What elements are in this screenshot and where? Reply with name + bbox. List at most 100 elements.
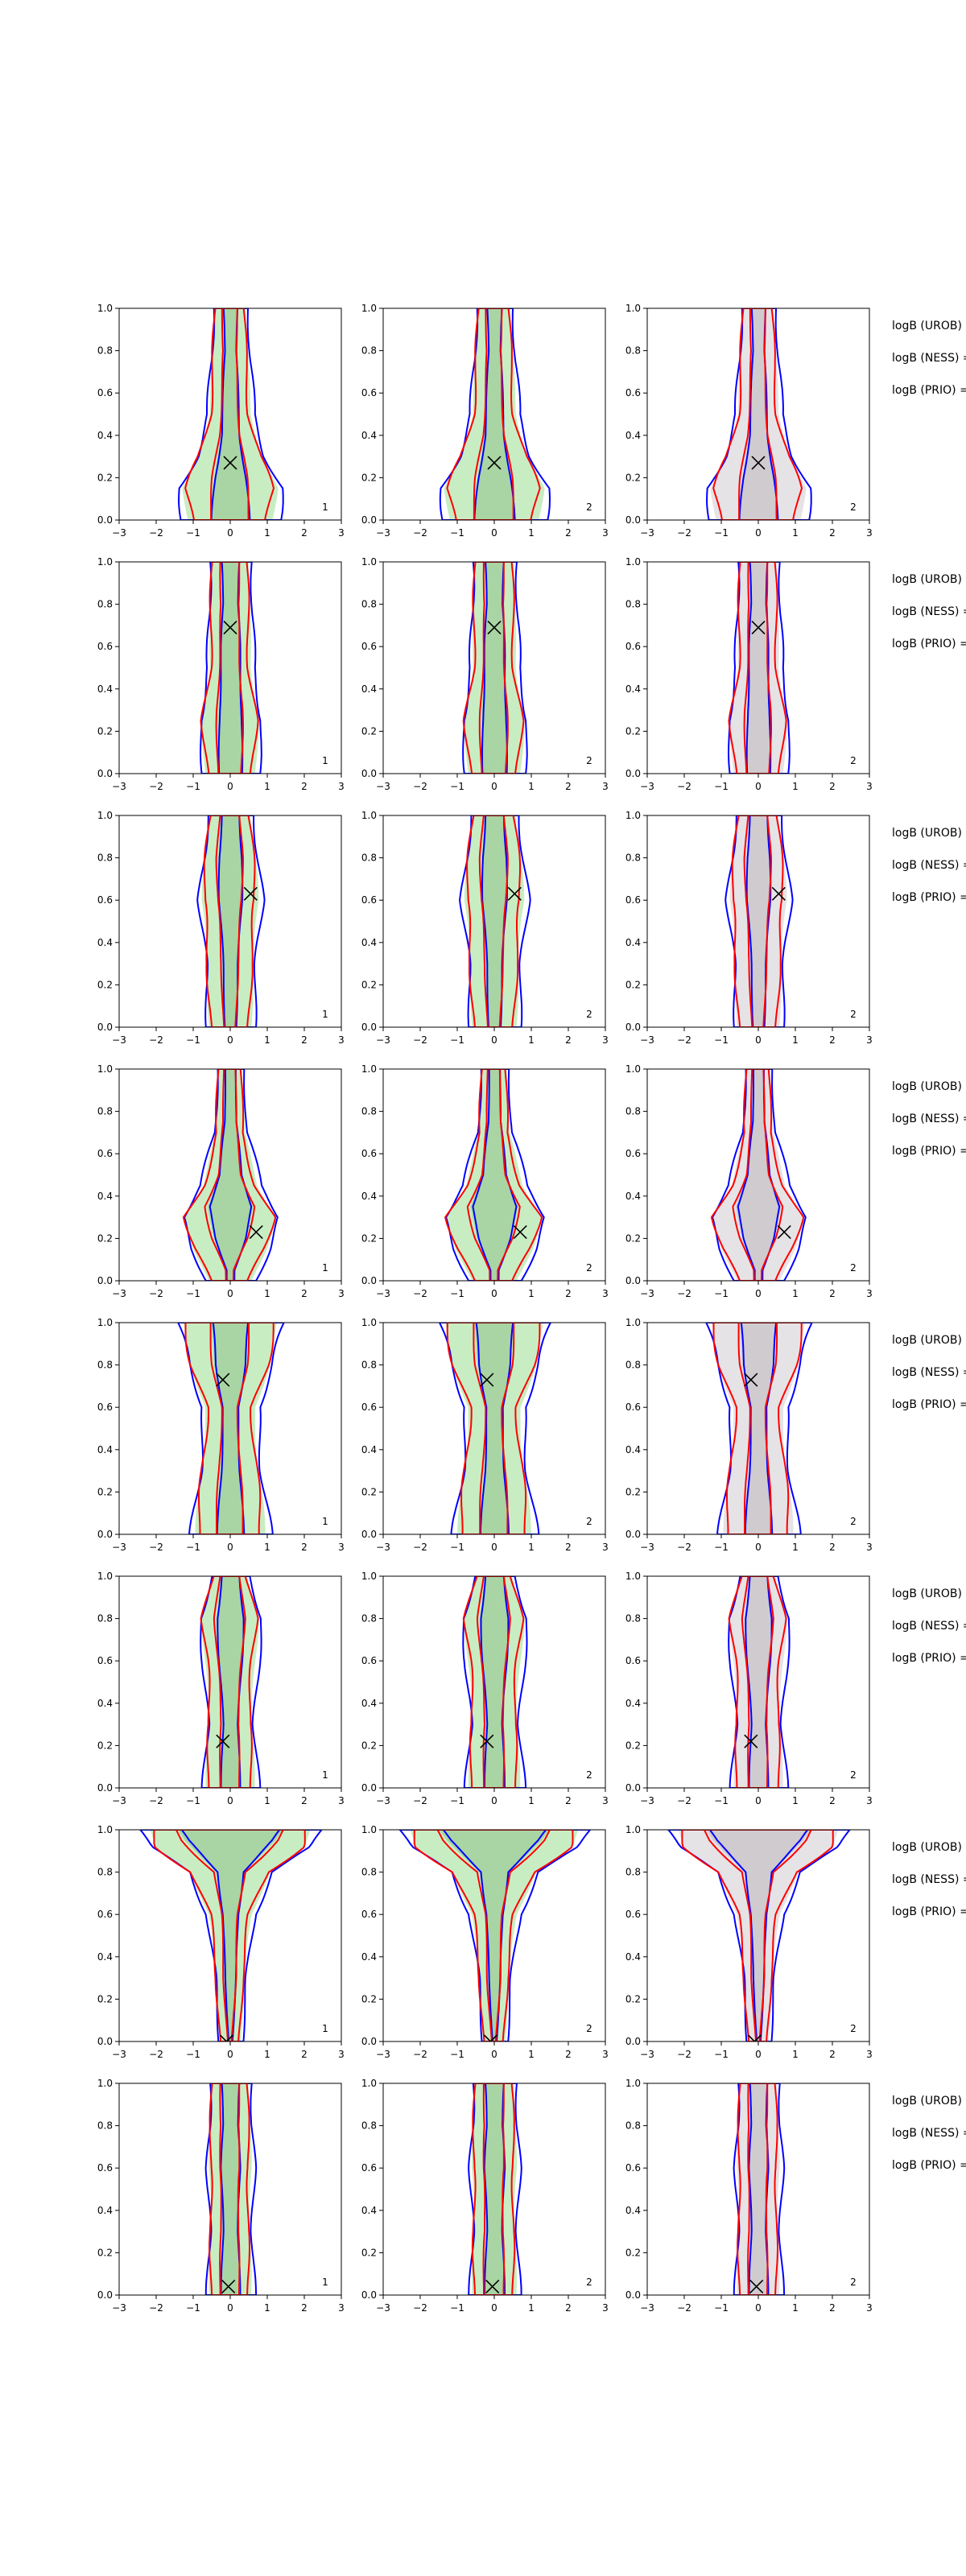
x-tick-label: 3 bbox=[338, 1795, 345, 1806]
x-tick-label: 2 bbox=[301, 2049, 308, 2060]
x-tick-label: −3 bbox=[112, 2049, 126, 2060]
x-tick-label: 1 bbox=[264, 2302, 270, 2314]
side-logB-label: logB (PRIO) = bbox=[892, 638, 966, 650]
x-tick-label: 1 bbox=[264, 1288, 270, 1299]
panel-r2-c2: −3 −2 −1 0 1 2 3 0.0 0.2 0.4 0.6 0.8 1.0 2 bbox=[361, 556, 609, 792]
true-value-marker bbox=[744, 1373, 758, 1387]
x-tick-label: −3 bbox=[376, 1795, 390, 1806]
red-inner-contour bbox=[215, 815, 244, 1027]
red-outer-contour bbox=[203, 815, 256, 1027]
red-outer-contour bbox=[444, 1069, 543, 1281]
x-tick-label: −2 bbox=[413, 1288, 427, 1299]
x-tick-label: −1 bbox=[450, 527, 464, 539]
true-value-marker bbox=[771, 886, 786, 901]
y-tick-label: 0.6 bbox=[625, 641, 641, 652]
x-tick-label: 0 bbox=[227, 527, 233, 539]
x-tick-label: −3 bbox=[112, 781, 126, 792]
panel-corner-label: 2 bbox=[850, 1009, 857, 1020]
inner-density-fill bbox=[217, 562, 243, 774]
y-tick-label: 0.8 bbox=[361, 1867, 377, 1878]
side-logB-label: logB (UROB) = bbox=[892, 1080, 966, 1093]
panel-corner-label: 2 bbox=[850, 1769, 857, 1781]
y-tick-label: 0.0 bbox=[361, 1529, 377, 1540]
x-tick-label: 1 bbox=[264, 781, 270, 792]
red-outer-contour bbox=[728, 562, 787, 774]
red-inner-contour bbox=[175, 1830, 284, 2041]
x-tick-label: 0 bbox=[227, 1795, 233, 1806]
panel-r1-c3: −3 −2 −1 0 1 2 3 0.0 0.2 0.4 0.6 0.8 1.0 2 bbox=[625, 303, 873, 539]
x-tick-label: 2 bbox=[829, 1542, 836, 1553]
panel-r5-c2: −3 −2 −1 0 1 2 3 0.0 0.2 0.4 0.6 0.8 1.0 2 bbox=[361, 1317, 609, 1553]
y-tick-label: 0.6 bbox=[625, 1909, 641, 1920]
true-value-marker bbox=[487, 620, 502, 635]
x-tick-label: −2 bbox=[149, 2302, 163, 2314]
x-tick-label: −1 bbox=[186, 1034, 200, 1046]
y-tick-label: 1.0 bbox=[361, 2078, 377, 2089]
x-tick-label: 2 bbox=[565, 1795, 572, 1806]
blue-inner-contour bbox=[473, 308, 516, 520]
x-tick-label: 2 bbox=[829, 2049, 836, 2060]
y-tick-label: 0.4 bbox=[361, 937, 377, 948]
blue-inner-contour bbox=[210, 308, 251, 520]
x-tick-label: −2 bbox=[149, 1795, 163, 1806]
x-tick-label: 2 bbox=[829, 1795, 836, 1806]
y-tick-label: 0.6 bbox=[625, 1148, 641, 1159]
blue-outer-contour bbox=[398, 1830, 592, 2041]
x-tick-label: 1 bbox=[528, 2302, 535, 2314]
y-tick-label: 0.6 bbox=[361, 387, 377, 398]
side-logB-label: logB (NESS) = bbox=[892, 352, 966, 365]
x-tick-label: −3 bbox=[376, 2049, 390, 2060]
x-tick-label: 3 bbox=[602, 2302, 609, 2314]
x-tick-label: 1 bbox=[792, 1542, 799, 1553]
x-tick-label: 3 bbox=[602, 1795, 609, 1806]
panel-corner-label: 2 bbox=[850, 2023, 857, 2034]
y-tick-label: 0.6 bbox=[361, 1148, 377, 1159]
y-tick-label: 0.4 bbox=[361, 2205, 377, 2216]
x-tick-label: −1 bbox=[186, 1288, 200, 1299]
x-tick-label: −3 bbox=[376, 527, 390, 539]
y-tick-label: 0.8 bbox=[97, 1360, 113, 1371]
y-tick-label: 0.2 bbox=[625, 979, 641, 990]
true-value-marker bbox=[480, 1373, 494, 1387]
panel-r4-c1: −3 −2 −1 0 1 2 3 0.0 0.2 0.4 0.6 0.8 1.0 1 bbox=[97, 1063, 345, 1299]
x-tick-label: 2 bbox=[301, 1795, 308, 1806]
y-tick-label: 0.6 bbox=[97, 2162, 113, 2174]
y-tick-label: 0.0 bbox=[361, 2036, 377, 2047]
x-tick-label: 0 bbox=[227, 781, 233, 792]
panel-r1-c1: −3 −2 −1 0 1 2 3 0.0 0.2 0.4 0.6 0.8 1.0 1 bbox=[97, 303, 345, 539]
x-tick-label: −3 bbox=[112, 1795, 126, 1806]
y-tick-label: 0.4 bbox=[361, 1191, 377, 1202]
y-tick-label: 1.0 bbox=[361, 1317, 377, 1328]
y-tick-label: 0.8 bbox=[97, 1613, 113, 1624]
side-logB-label: logB (NESS) = bbox=[892, 1873, 966, 1886]
x-tick-label: 1 bbox=[264, 1542, 270, 1553]
y-tick-label: 0.2 bbox=[97, 1740, 113, 1751]
red-outer-contour bbox=[462, 1576, 525, 1788]
y-tick-label: 0.0 bbox=[97, 2289, 113, 2301]
x-tick-label: 1 bbox=[792, 1034, 799, 1046]
y-tick-label: 0.8 bbox=[361, 852, 377, 864]
red-inner-contour bbox=[482, 2083, 506, 2295]
y-tick-label: 1.0 bbox=[625, 1317, 641, 1328]
y-tick-label: 0.8 bbox=[361, 2120, 377, 2132]
panel-r3-c2: −3 −2 −1 0 1 2 3 0.0 0.2 0.4 0.6 0.8 1.0 2 bbox=[361, 810, 609, 1046]
panel-r4-c2: −3 −2 −1 0 1 2 3 0.0 0.2 0.4 0.6 0.8 1.0 2 bbox=[361, 1063, 609, 1299]
x-tick-label: −2 bbox=[677, 1288, 691, 1299]
y-tick-label: 0.2 bbox=[361, 1740, 377, 1751]
y-tick-label: 0.2 bbox=[625, 1740, 641, 1751]
panel-r5-c1: −3 −2 −1 0 1 2 3 0.0 0.2 0.4 0.6 0.8 1.0 1 bbox=[97, 1317, 345, 1553]
true-value-marker bbox=[223, 620, 237, 635]
x-tick-label: −2 bbox=[413, 527, 427, 539]
y-tick-label: 0.8 bbox=[361, 599, 377, 610]
y-tick-label: 0.6 bbox=[97, 1909, 113, 1920]
blue-inner-contour bbox=[481, 562, 508, 774]
y-tick-label: 0.2 bbox=[625, 1993, 641, 2004]
x-tick-label: −1 bbox=[714, 781, 729, 792]
panel-r8-c1: −3 −2 −1 0 1 2 3 0.0 0.2 0.4 0.6 0.8 1.0 1 bbox=[97, 2078, 345, 2314]
x-tick-label: 2 bbox=[565, 2302, 572, 2314]
panel-corner-label: 1 bbox=[322, 755, 328, 766]
x-tick-label: −3 bbox=[640, 527, 654, 539]
inner-density-fill bbox=[484, 2083, 505, 2295]
side-logB-label: logB (PRIO) = bbox=[892, 1905, 966, 1918]
x-tick-label: 0 bbox=[755, 2049, 762, 2060]
